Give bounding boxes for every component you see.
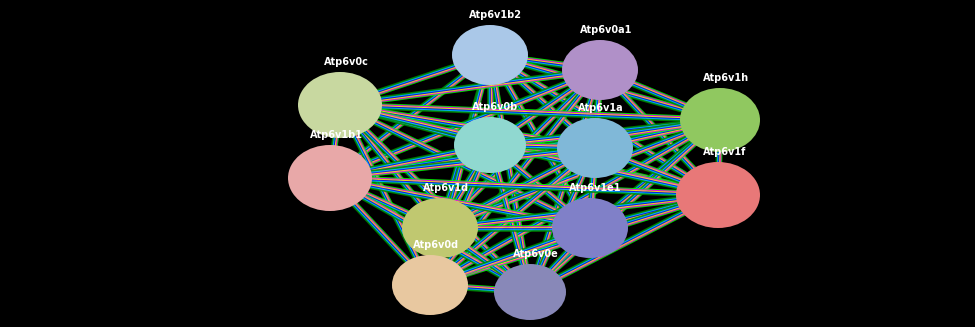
Text: Atp6v1b2: Atp6v1b2: [469, 10, 523, 20]
Ellipse shape: [557, 118, 633, 178]
Ellipse shape: [452, 25, 528, 85]
Text: Atp6v1f: Atp6v1f: [703, 147, 746, 157]
Text: Atp6v0b: Atp6v0b: [472, 102, 519, 112]
Ellipse shape: [454, 117, 526, 173]
Ellipse shape: [676, 162, 760, 228]
Ellipse shape: [392, 255, 468, 315]
Ellipse shape: [298, 72, 382, 138]
Ellipse shape: [562, 40, 638, 100]
Text: Atp6v1e1: Atp6v1e1: [569, 183, 622, 193]
Text: Atp6v1b1: Atp6v1b1: [310, 130, 363, 140]
Text: Atp6v1d: Atp6v1d: [422, 183, 469, 193]
Text: Atp6v0e: Atp6v0e: [513, 249, 559, 259]
Text: Atp6v0d: Atp6v0d: [412, 240, 459, 250]
Text: Atp6v1h: Atp6v1h: [703, 73, 749, 83]
Ellipse shape: [552, 198, 628, 258]
Text: Atp6v0c: Atp6v0c: [324, 57, 369, 67]
Ellipse shape: [680, 88, 760, 152]
Ellipse shape: [494, 264, 566, 320]
Ellipse shape: [288, 145, 372, 211]
Text: Atp6v1a: Atp6v1a: [578, 103, 624, 113]
Text: Atp6v0a1: Atp6v0a1: [579, 25, 632, 35]
Ellipse shape: [402, 198, 478, 258]
